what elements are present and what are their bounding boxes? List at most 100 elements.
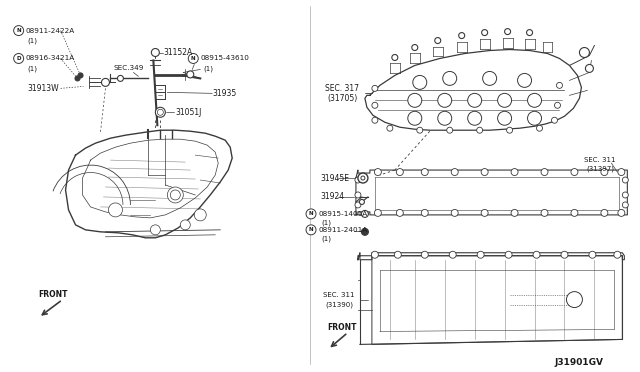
Text: N: N <box>191 56 196 61</box>
Circle shape <box>371 251 378 258</box>
Text: (1): (1) <box>28 65 38 72</box>
Text: (31397): (31397) <box>586 166 614 172</box>
Circle shape <box>421 251 428 258</box>
Text: 08915-1401A: 08915-1401A <box>318 211 367 217</box>
Text: (1): (1) <box>321 235 331 242</box>
Text: (1): (1) <box>28 37 38 44</box>
Circle shape <box>498 111 511 125</box>
Text: (31705): (31705) <box>327 94 357 103</box>
Circle shape <box>527 111 541 125</box>
Text: FRONT: FRONT <box>38 290 67 299</box>
Circle shape <box>412 45 418 51</box>
Circle shape <box>589 251 596 258</box>
Circle shape <box>511 169 518 176</box>
Text: FRONT: FRONT <box>327 323 356 332</box>
Circle shape <box>554 102 561 108</box>
Circle shape <box>459 33 465 39</box>
Circle shape <box>449 251 456 258</box>
Circle shape <box>394 251 401 258</box>
Circle shape <box>150 225 161 235</box>
Circle shape <box>468 93 482 107</box>
Circle shape <box>438 93 452 107</box>
Text: 31924: 31924 <box>320 192 344 202</box>
Text: J31901GV: J31901GV <box>554 358 604 367</box>
Circle shape <box>601 209 608 217</box>
Text: 08915-43610: 08915-43610 <box>200 55 249 61</box>
Circle shape <box>372 117 378 123</box>
Circle shape <box>13 26 24 36</box>
Circle shape <box>618 209 625 217</box>
Text: (1): (1) <box>204 65 213 72</box>
Circle shape <box>408 111 422 125</box>
Text: SEC. 311: SEC. 311 <box>323 292 355 298</box>
Text: (31390): (31390) <box>325 301 353 308</box>
Circle shape <box>78 73 83 78</box>
Text: 08911-2401A: 08911-2401A <box>318 227 367 233</box>
Circle shape <box>355 192 361 198</box>
Circle shape <box>358 173 368 183</box>
Circle shape <box>167 187 183 203</box>
Circle shape <box>372 86 378 92</box>
Circle shape <box>157 109 163 115</box>
Text: SEC.349: SEC.349 <box>113 65 144 71</box>
Circle shape <box>75 76 80 81</box>
Text: SEC. 317: SEC. 317 <box>325 84 359 93</box>
Circle shape <box>451 209 458 217</box>
Circle shape <box>156 107 165 117</box>
Circle shape <box>392 54 398 61</box>
Circle shape <box>13 54 24 64</box>
Circle shape <box>533 251 540 258</box>
Circle shape <box>451 169 458 176</box>
Circle shape <box>421 209 428 217</box>
Circle shape <box>482 30 488 36</box>
Circle shape <box>601 169 608 176</box>
Circle shape <box>408 93 422 107</box>
Circle shape <box>360 199 364 205</box>
Circle shape <box>571 209 578 217</box>
Circle shape <box>396 169 403 176</box>
Text: 08916-3421A: 08916-3421A <box>26 55 75 61</box>
Circle shape <box>447 127 452 133</box>
Circle shape <box>362 228 369 235</box>
Circle shape <box>108 203 122 217</box>
Circle shape <box>481 169 488 176</box>
Text: 31935: 31935 <box>212 89 237 98</box>
Circle shape <box>118 76 124 81</box>
Circle shape <box>435 38 441 44</box>
Circle shape <box>505 251 512 258</box>
Circle shape <box>421 169 428 176</box>
Circle shape <box>443 71 457 86</box>
Text: D: D <box>17 56 21 61</box>
Circle shape <box>557 82 563 89</box>
Circle shape <box>102 78 109 86</box>
Text: 31152A: 31152A <box>163 48 193 57</box>
Circle shape <box>374 209 381 217</box>
Circle shape <box>180 220 190 230</box>
Circle shape <box>170 190 180 200</box>
Circle shape <box>477 127 483 133</box>
Text: SEC. 311: SEC. 311 <box>584 157 616 163</box>
Text: 08911-2422A: 08911-2422A <box>26 28 75 33</box>
Circle shape <box>481 209 488 217</box>
Circle shape <box>362 211 369 217</box>
Circle shape <box>511 209 518 217</box>
Circle shape <box>622 177 628 183</box>
Circle shape <box>536 125 543 131</box>
Circle shape <box>541 209 548 217</box>
Text: N: N <box>17 28 21 33</box>
Text: 31913W: 31913W <box>28 84 60 93</box>
Text: N: N <box>308 211 314 217</box>
Circle shape <box>566 292 582 308</box>
Circle shape <box>195 209 206 221</box>
Text: N: N <box>308 227 314 232</box>
Circle shape <box>306 225 316 235</box>
Circle shape <box>396 209 403 217</box>
Circle shape <box>355 177 361 183</box>
Circle shape <box>507 127 513 133</box>
Text: (1): (1) <box>321 219 331 226</box>
Text: 31945E: 31945E <box>320 173 349 183</box>
Circle shape <box>477 251 484 258</box>
Circle shape <box>438 111 452 125</box>
Circle shape <box>188 54 198 64</box>
Circle shape <box>387 125 393 131</box>
